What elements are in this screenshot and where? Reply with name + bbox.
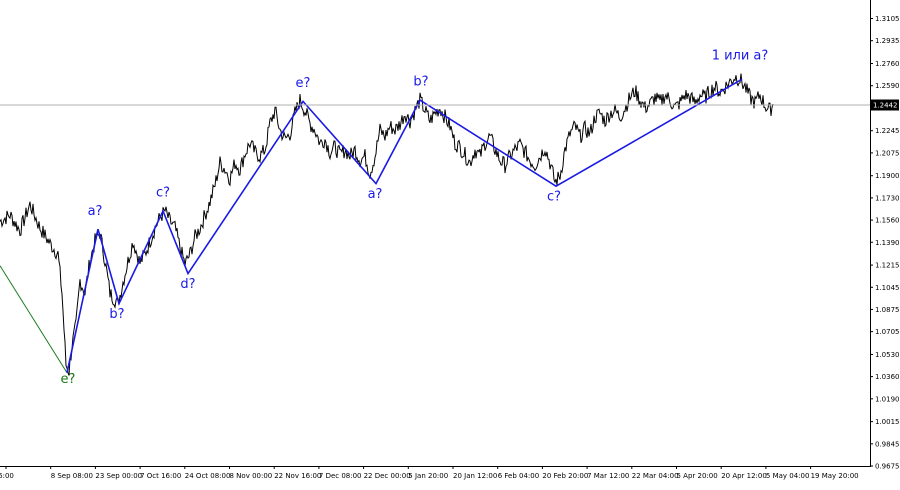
wave-label: d? xyxy=(180,277,195,292)
wave-label: a? xyxy=(368,187,383,202)
current-price-tag: 1.2442 xyxy=(871,99,899,111)
y-tick-label: 1.1900 xyxy=(875,172,900,180)
wave-label: c? xyxy=(156,186,170,201)
wave-label: b? xyxy=(413,75,428,90)
x-tick-label: 22 Dec 00:00 xyxy=(364,472,411,480)
wave-line xyxy=(66,78,743,373)
price-series xyxy=(0,73,774,376)
x-tick-label: 20 Jan 12:00 xyxy=(453,472,497,480)
wave-label: e? xyxy=(61,372,76,387)
y-tick-label: 1.0530 xyxy=(875,351,900,359)
current-price-tag-text: 1.2442 xyxy=(873,102,898,110)
x-tick-label: 8 Sep 08:00 xyxy=(51,472,93,480)
plot-frame-bottom xyxy=(0,466,871,467)
x-tick-label: 20 Apr 12:00 xyxy=(721,472,767,480)
x-tick-label: 23 Sep 00:00 xyxy=(95,472,142,480)
plot-frame-right xyxy=(870,0,871,466)
x-tick-label: 22 Nov 16:00 xyxy=(274,472,321,480)
y-tick-label: 1.2935 xyxy=(875,37,900,45)
y-tick-label: 1.0190 xyxy=(875,395,900,403)
x-tick-label: 24 Oct 08:00 xyxy=(185,472,231,480)
wave-label: c? xyxy=(547,190,561,205)
y-tick-label: 1.1215 xyxy=(875,262,900,270)
x-tick-label: 7 Oct 16:00 xyxy=(140,472,181,480)
price-series-layer xyxy=(0,73,774,376)
prior-wave-line xyxy=(0,265,68,373)
wave-label: e? xyxy=(296,76,311,91)
y-tick-label: 1.1045 xyxy=(875,284,900,292)
wave-label: b? xyxy=(109,307,124,322)
x-tick-label: 5 Jan 20:00 xyxy=(408,472,448,480)
y-tick-label: 1.0015 xyxy=(875,418,900,426)
x-tick-label: 20 Feb 20:00 xyxy=(542,472,588,480)
y-tick-label: 1.3105 xyxy=(875,15,900,23)
x-tick-label: 6 Feb 04:00 xyxy=(498,472,539,480)
x-tick-label: 5 Apr 20:00 xyxy=(677,472,718,480)
x-tick-label: 5 May 04:00 xyxy=(766,472,810,480)
current-price-tag-bg xyxy=(871,99,899,111)
y-tick-label: 1.1560 xyxy=(875,217,900,225)
x-tick-label: 7 Dec 08:00 xyxy=(319,472,362,480)
y-tick-label: 1.2075 xyxy=(875,149,900,157)
y-axis: 1.31051.29351.27601.25901.24201.22451.20… xyxy=(870,15,900,471)
y-tick-label: 1.2760 xyxy=(875,60,900,68)
y-tick-label: 1.2590 xyxy=(875,82,900,90)
x-tick-label: 8 Nov 00:00 xyxy=(230,472,273,480)
wave-label-layer: e? a? b? c? d? e? a? b? c? 1 или a? xyxy=(61,49,769,388)
y-tick-label: 1.2245 xyxy=(875,127,900,135)
x-tick-label: 7 Mar 12:00 xyxy=(587,472,629,480)
x-tick-label: 19 May 20:00 xyxy=(811,472,859,480)
y-tick-label: 1.0360 xyxy=(875,373,900,381)
y-tick-label: 1.0705 xyxy=(875,328,900,336)
y-tick-label: 1.0875 xyxy=(875,306,900,314)
y-tick-label: 1.1730 xyxy=(875,194,900,202)
wave-label: 1 или a? xyxy=(712,49,769,64)
y-tick-label: 1.1390 xyxy=(875,239,900,247)
wave-label: a? xyxy=(88,204,103,219)
y-tick-label: 0.9675 xyxy=(875,463,900,471)
x-tick-label: 22 Mar 04:00 xyxy=(632,472,679,480)
x-tick-label: 6:00 xyxy=(0,472,14,480)
wave-layer xyxy=(0,78,743,373)
x-axis: 6:00 8 Sep 08:00 23 Sep 00:007 Oct 16:00 24… xyxy=(0,466,859,480)
y-tick-label: 0.9845 xyxy=(875,440,900,448)
